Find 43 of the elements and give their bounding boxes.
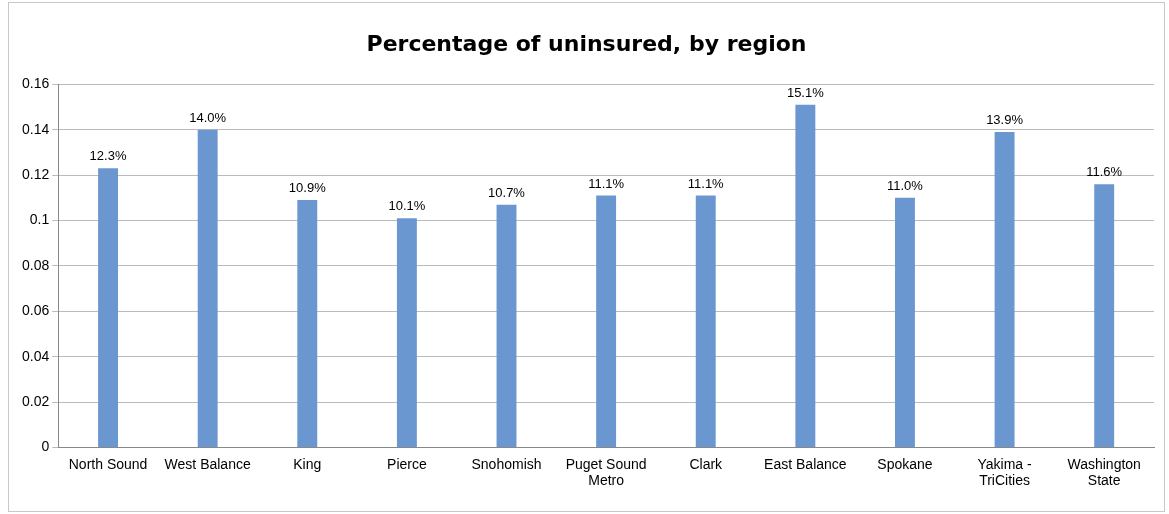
x-tick-label: Snohomish <box>471 455 542 472</box>
y-tick-label: 0.14 <box>22 120 50 137</box>
bar <box>396 218 417 447</box>
bar <box>496 204 517 447</box>
data-label: 10.1% <box>388 198 426 214</box>
data-label: 12.3% <box>89 148 127 164</box>
y-tick-label: 0.12 <box>22 166 50 183</box>
data-label: 15.1% <box>786 84 825 100</box>
y-tick-label: 0.02 <box>22 392 50 409</box>
y-tick-label: 0 <box>41 438 50 455</box>
bar <box>895 197 915 447</box>
x-tick-label: Clark <box>689 455 724 472</box>
bar <box>297 200 318 447</box>
x-tick-label: Yakima - TriCities <box>977 455 1033 489</box>
x-tick-label: Spokane <box>877 455 933 472</box>
data-label: 14.0% <box>189 109 227 125</box>
bar <box>1094 184 1115 447</box>
x-tick-label: North Sound <box>68 455 148 472</box>
x-tick-label: Pierce <box>387 455 427 472</box>
x-tick-label: Puget Sound Metro <box>565 455 647 489</box>
data-label: 11.1% <box>687 175 725 191</box>
y-tick-label: 0.06 <box>22 302 50 319</box>
x-tick-label: King <box>293 455 322 472</box>
y-tick-label: 0.1 <box>29 211 50 228</box>
data-label: 10.9% <box>288 180 327 196</box>
data-label: 13.9% <box>986 112 1024 128</box>
x-tick-label: Washington State <box>1067 455 1141 489</box>
x-tick-label: West Balance <box>164 455 251 472</box>
bar <box>795 104 816 447</box>
data-label: 11.1% <box>588 175 625 191</box>
x-tick-label: East Balance <box>764 455 847 472</box>
bar <box>994 132 1015 447</box>
data-label: 11.6% <box>1086 164 1123 180</box>
data-label: 10.7% <box>488 184 526 200</box>
data-label: 11.0% <box>887 177 924 193</box>
y-tick-label: 0.04 <box>22 347 50 364</box>
y-tick-label: 0.16 <box>22 75 50 92</box>
bar <box>197 129 218 447</box>
y-tick-label: 0.08 <box>22 256 50 273</box>
bar <box>695 195 716 447</box>
bar <box>98 168 119 447</box>
chart-title: Percentage of uninsured, by region <box>365 31 808 56</box>
bar <box>596 195 617 447</box>
